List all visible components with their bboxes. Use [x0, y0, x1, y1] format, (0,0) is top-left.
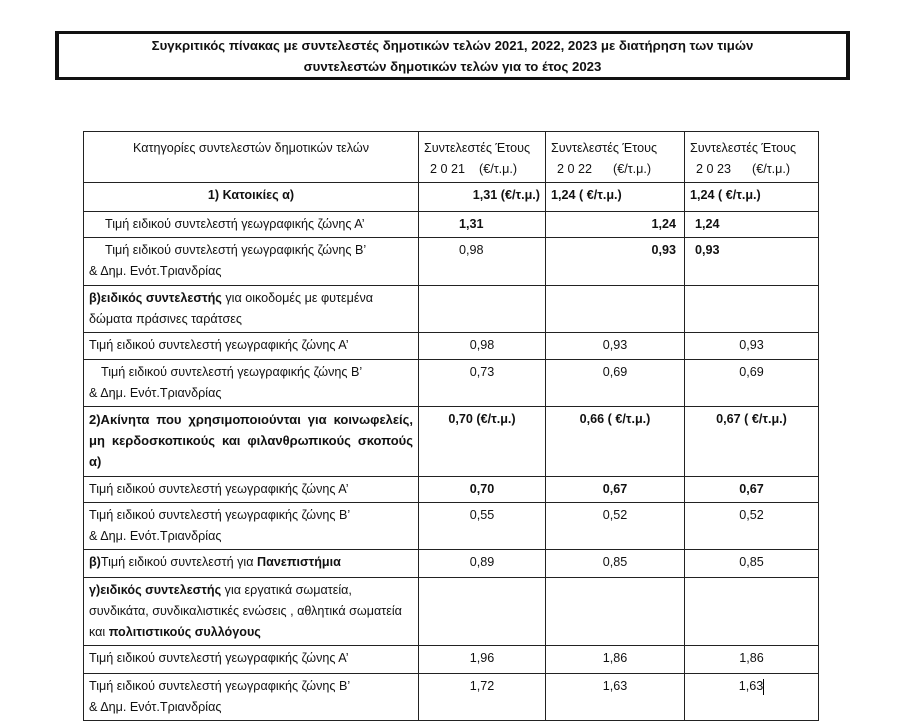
value-2022: 0,69: [545, 359, 685, 407]
row-label-line1: Τιμή ειδικού συντελεστή γεωγραφικής ζώνη…: [89, 679, 351, 693]
header-2021-line1: Συντελεστές Έτους: [424, 141, 531, 155]
value-2021: 0,73: [418, 359, 546, 407]
row-label-bold-2: Πανεπιστήμια: [257, 555, 341, 569]
table-row: β)Τιμή ειδικού συντελεστή για Πανεπιστήμ…: [83, 549, 819, 578]
value-2021: [418, 285, 546, 333]
row-label-bold: β)ειδικός συντελεστής: [89, 291, 222, 305]
value-2021: [418, 577, 546, 646]
value-2022: 0,93: [545, 237, 685, 286]
header-2022-line2: 2 0 22 (€/τ.μ.): [557, 162, 652, 176]
table-row: 2)Ακίνητα που χρησιμοποιούνται για κοινω…: [83, 406, 819, 477]
row-label: Τιμή ειδικού συντελεστή γεωγραφικής ζώνη…: [83, 359, 419, 407]
value-2023: 1,86: [684, 645, 819, 674]
row-label-line2: & Δημ. Ενότ.Τριανδρίας: [89, 529, 222, 543]
value-2021: 1,96: [418, 645, 546, 674]
value-2021: 1,72: [418, 673, 546, 721]
value-2023: 0,85: [684, 549, 819, 578]
header-2022: Συντελεστές Έτους 2 0 22 (€/τ.μ.): [545, 131, 685, 183]
header-2023: Συντελεστές Έτους 2 0 23 (€/τ.μ.): [684, 131, 819, 183]
document-title: Συγκριτικός πίνακας με συντελεστές δημοτ…: [55, 31, 850, 80]
table-row: 1) Κατοικίες α) 1,31 (€/τ.μ.) 1,24 ( €/τ…: [83, 182, 819, 212]
table-row: Τιμή ειδικού συντελεστή γεωγραφικής ζώνη…: [83, 211, 819, 238]
header-categories: Κατηγορίες συντελεστών δημοτικών τελών: [83, 131, 419, 183]
table-row: Τιμή ειδικού συντελεστή γεωγραφικής ζώνη…: [83, 476, 819, 503]
table-row: Τιμή ειδικού συντελεστή γεωγραφικής ζώνη…: [83, 332, 819, 360]
table-row: β)ειδικός συντελεστής για οικοδομές με φ…: [83, 285, 819, 333]
row-label-text: Τιμή ειδικού συντελεστή για: [100, 555, 258, 569]
row-label: 2)Ακίνητα που χρησιμοποιούνται για κοινω…: [83, 406, 419, 477]
table-row: Τιμή ειδικού συντελεστή γεωγραφικής ζώνη…: [83, 359, 819, 407]
title-line-1: Συγκριτικός πίνακας με συντελεστές δημοτ…: [151, 38, 754, 53]
row-label-line2: & Δημ. Ενότ.Τριανδρίας: [89, 700, 222, 714]
row-label: Τιμή ειδικού συντελεστή γεωγραφικής ζώνη…: [83, 332, 419, 360]
value-2022: [545, 285, 685, 333]
value-2022: 0,93: [545, 332, 685, 360]
row-label: Τιμή ειδικού συντελεστή γεωγραφικής ζώνη…: [83, 211, 419, 238]
header-2022-line1: Συντελεστές Έτους: [551, 141, 658, 155]
row-label: 1) Κατοικίες α): [83, 182, 419, 212]
value-2022: 0,66 ( €/τ.μ.): [545, 406, 685, 477]
value-2023: [684, 285, 819, 333]
value-2022: [545, 577, 685, 646]
row-label-text: Τιμή ειδικού συντελεστή γεωγραφικής ζώνη…: [105, 217, 365, 231]
row-label-line2: & Δημ. Ενότ.Τριανδρίας: [89, 264, 222, 278]
value-2023: 1,24: [684, 211, 819, 238]
table-row: Τιμή ειδικού συντελεστή γεωγραφικής ζώνη…: [83, 673, 819, 721]
row-label: γ)ειδικός συντελεστής για εργατικά σωματ…: [83, 577, 419, 646]
table-header-row: Κατηγορίες συντελεστών δημοτικών τελών Σ…: [83, 131, 819, 183]
value-2021: 0,98: [418, 237, 546, 286]
row-label: Τιμή ειδικού συντελεστή γεωγραφικής ζώνη…: [83, 237, 419, 286]
row-label: β)Τιμή ειδικού συντελεστή για Πανεπιστήμ…: [83, 549, 419, 578]
rates-table: Κατηγορίες συντελεστών δημοτικών τελών Σ…: [83, 131, 819, 721]
row-label-bold: γ)ειδικός συντελεστής: [89, 583, 222, 597]
value-2022: 0,67: [545, 476, 685, 503]
value-2021: 0,70: [418, 476, 546, 503]
value-2023-text: 1,63: [738, 679, 764, 693]
header-2023-line2: 2 0 23 (€/τ.μ.): [696, 162, 791, 176]
value-2021: 0,55: [418, 502, 546, 550]
value-2021: 0,89: [418, 549, 546, 578]
row-label: Τιμή ειδικού συντελεστή γεωγραφικής ζώνη…: [83, 645, 419, 674]
value-2023: 0,93: [684, 332, 819, 360]
row-label-line1: Τιμή ειδικού συντελεστή γεωγραφικής ζώνη…: [89, 508, 351, 522]
value-2023[interactable]: 1,63: [684, 673, 819, 721]
row-label-text: για οικοδομές με φυτεμένα δώματα πράσινε…: [89, 291, 374, 326]
header-2021: Συντελεστές Έτους 2 0 21 (€/τ.μ.): [418, 131, 546, 183]
header-2021-line2: 2 0 21 (€/τ.μ.): [430, 162, 518, 176]
value-2021: 0,98: [418, 332, 546, 360]
table-row: γ)ειδικός συντελεστής για εργατικά σωματ…: [83, 577, 819, 646]
row-label-bold-2: πολιτιστικούς συλλόγους: [108, 625, 261, 639]
value-2023: 0,93: [684, 237, 819, 286]
value-2023: [684, 577, 819, 646]
row-label-line1: Τιμή ειδικού συντελεστή γεωγραφικής ζώνη…: [101, 365, 363, 379]
row-label-line1: Τιμή ειδικού συντελεστή γεωγραφικής ζώνη…: [105, 243, 367, 257]
value-2022: 1,24: [545, 211, 685, 238]
table-row: Τιμή ειδικού συντελεστή γεωγραφικής ζώνη…: [83, 645, 819, 674]
title-line-2: συντελεστών δημοτικών τελών για το έτος …: [303, 59, 602, 74]
value-2021: 1,31 (€/τ.μ.): [418, 182, 546, 212]
value-2023: 0,67: [684, 476, 819, 503]
value-2022: 1,86: [545, 645, 685, 674]
value-2023: 0,52: [684, 502, 819, 550]
row-label-text: για εργατικά σωματεία, συνδικάτα, συνδικ…: [89, 583, 402, 639]
value-2021: 0,70 (€/τ.μ.): [418, 406, 546, 477]
row-label: Τιμή ειδικού συντελεστή γεωγραφικής ζώνη…: [83, 476, 419, 503]
value-2023: 1,24 ( €/τ.μ.): [684, 182, 819, 212]
row-label: β)ειδικός συντελεστής για οικοδομές με φ…: [83, 285, 419, 333]
value-2022: 0,85: [545, 549, 685, 578]
value-2023: 0,69: [684, 359, 819, 407]
value-2021: 1,31: [418, 211, 546, 238]
table-row: Τιμή ειδικού συντελεστή γεωγραφικής ζώνη…: [83, 502, 819, 550]
header-2023-line1: Συντελεστές Έτους: [690, 141, 797, 155]
value-2022: 1,24 ( €/τ.μ.): [545, 182, 685, 212]
value-2022: 0,52: [545, 502, 685, 550]
table-row: Τιμή ειδικού συντελεστή γεωγραφικής ζώνη…: [83, 237, 819, 286]
row-label: Τιμή ειδικού συντελεστή γεωγραφικής ζώνη…: [83, 502, 419, 550]
row-label-bold: β): [89, 555, 101, 569]
row-label: Τιμή ειδικού συντελεστή γεωγραφικής ζώνη…: [83, 673, 419, 721]
value-2023: 0,67 ( €/τ.μ.): [684, 406, 819, 477]
text-cursor: [763, 678, 765, 695]
value-2022: 1,63: [545, 673, 685, 721]
row-label-line2: & Δημ. Ενότ.Τριανδρίας: [89, 386, 222, 400]
